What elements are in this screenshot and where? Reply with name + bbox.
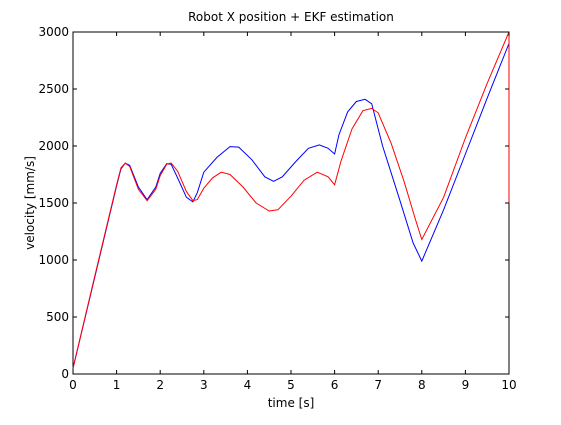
x-tick-label: 1: [113, 378, 121, 392]
chart-title: Robot X position + EKF estimation: [188, 10, 394, 24]
ticks-layer: 0 1 2 3 4 5 6 7 8 9 10 0 500 1000 1500 2000 2500 3000: [38, 25, 516, 392]
y-tick-label: 1000: [38, 253, 69, 267]
series-layer: [72, 31, 510, 369]
x-tick-label: 4: [244, 378, 252, 392]
x-tick-label: 5: [287, 378, 295, 392]
y-axis-label: velocity [mm/s]: [23, 156, 37, 250]
plot-area: [72, 31, 510, 375]
x-tick-label: 3: [200, 378, 208, 392]
x-tick-label: 10: [501, 378, 516, 392]
y-tick-label: 2500: [38, 82, 69, 96]
y-tick-label: 3000: [38, 25, 69, 39]
x-tick-label: 7: [374, 378, 382, 392]
x-tick-label: 2: [156, 378, 164, 392]
y-tick-label: 1500: [38, 196, 69, 210]
x-tick-label: 9: [462, 378, 470, 392]
x-tick-label: 8: [418, 378, 426, 392]
series-line-2: [72, 31, 510, 369]
x-tick-label: 6: [331, 378, 339, 392]
y-tick-label: 0: [61, 367, 69, 381]
series-line-1: [72, 43, 510, 369]
x-axis-label: time [s]: [268, 396, 315, 410]
x-tick-label: 0: [69, 378, 77, 392]
y-tick-label: 500: [46, 310, 69, 324]
y-tick-label: 2000: [38, 139, 69, 153]
